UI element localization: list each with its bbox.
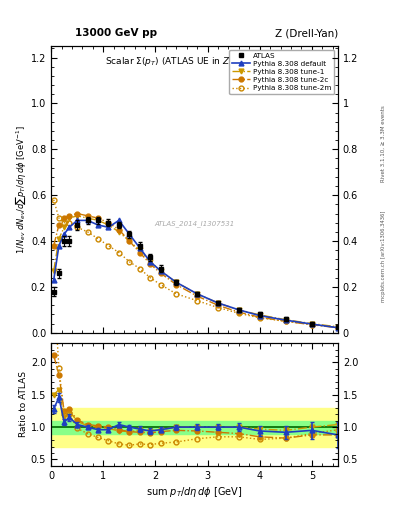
- Text: mcplots.cern.ch [arXiv:1306.3436]: mcplots.cern.ch [arXiv:1306.3436]: [381, 210, 386, 302]
- Y-axis label: Ratio to ATLAS: Ratio to ATLAS: [19, 372, 28, 437]
- Text: 13000 GeV pp: 13000 GeV pp: [75, 28, 157, 38]
- Y-axis label: $1/N_{ev}\;dN_{ev}/d\!\sum p_T/d\eta\,d\phi\;[\mathrm{GeV}^{-1}]$: $1/N_{ev}\;dN_{ev}/d\!\sum p_T/d\eta\,d\…: [14, 125, 28, 254]
- Text: Z (Drell-Yan): Z (Drell-Yan): [275, 28, 338, 38]
- Legend: ATLAS, Pythia 8.308 default, Pythia 8.308 tune-1, Pythia 8.308 tune-2c, Pythia 8: ATLAS, Pythia 8.308 default, Pythia 8.30…: [229, 50, 334, 94]
- Text: Scalar $\Sigma(p_T)$ (ATLAS UE in $Z$ production): Scalar $\Sigma(p_T)$ (ATLAS UE in $Z$ pr…: [105, 55, 284, 68]
- Text: Rivet 3.1.10, ≥ 3.3M events: Rivet 3.1.10, ≥ 3.3M events: [381, 105, 386, 182]
- X-axis label: sum $p_T/d\eta\,d\phi$ [GeV]: sum $p_T/d\eta\,d\phi$ [GeV]: [146, 485, 243, 499]
- Text: ATLAS_2014_I1307531: ATLAS_2014_I1307531: [154, 221, 235, 227]
